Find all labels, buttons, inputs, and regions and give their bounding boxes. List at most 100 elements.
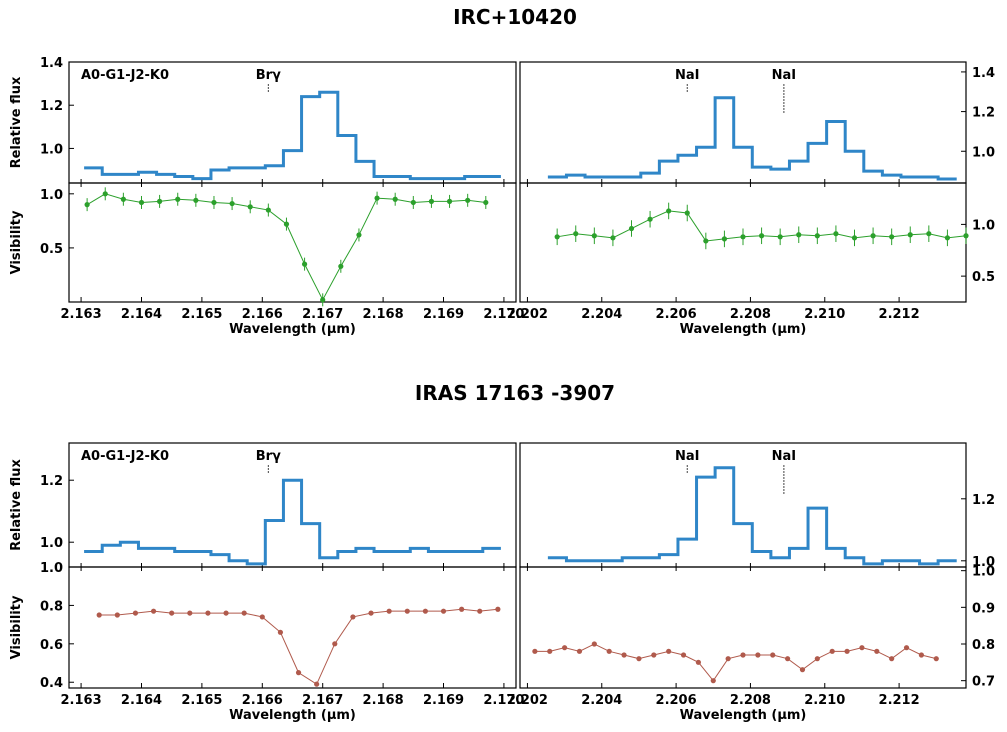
panel-frame bbox=[519, 61, 967, 184]
panel-flux-left: 1.0 1.2 1.4 Relative flux A0-G1-J2-K0 Brγ bbox=[9, 56, 517, 184]
y-tick-label: 0.8 bbox=[40, 599, 63, 614]
visibility-point bbox=[562, 645, 568, 651]
panel-frame bbox=[519, 566, 967, 689]
flux-step-series bbox=[547, 96, 957, 181]
visibility-point bbox=[428, 198, 435, 204]
visibility-series-line bbox=[534, 643, 937, 682]
visibility-point bbox=[591, 641, 597, 647]
panel-frame bbox=[68, 566, 517, 689]
y-tick-label: 1.0 bbox=[972, 145, 995, 160]
visibility-point bbox=[477, 608, 483, 614]
x-tick-label: 2.206 bbox=[656, 693, 697, 708]
x-tick-label: 2.202 bbox=[507, 693, 548, 708]
x-tick-label: 2.166 bbox=[242, 307, 283, 322]
x-tick-label: 2.208 bbox=[730, 307, 771, 322]
visibility-point bbox=[422, 608, 428, 614]
x-tick-label: 2.164 bbox=[121, 307, 162, 322]
visibility-point bbox=[684, 210, 690, 216]
visibility-point bbox=[404, 608, 410, 614]
visibility-point bbox=[621, 652, 627, 658]
x-tick-label: 2.167 bbox=[302, 307, 343, 322]
y-axis-label: Visibility bbox=[9, 210, 24, 274]
x-tick-label: 2.163 bbox=[61, 307, 102, 322]
visibility-point bbox=[844, 648, 850, 654]
line-annotation: NaI bbox=[675, 449, 700, 464]
y-tick-label: 0.7 bbox=[972, 675, 995, 690]
x-tick-label: 2.167 bbox=[302, 693, 343, 708]
chart-title: IRC+10420 bbox=[453, 5, 577, 29]
baseline-legend: A0-G1-J2-K0 bbox=[81, 449, 169, 464]
visibility-point bbox=[651, 652, 657, 658]
visibility-point bbox=[833, 231, 839, 237]
x-tick-label: 2.165 bbox=[181, 307, 222, 322]
x-tick-label: 2.170 bbox=[483, 693, 524, 708]
visibility-point bbox=[465, 197, 471, 203]
y-tick-label: 0.4 bbox=[40, 676, 63, 691]
visibility-point bbox=[283, 221, 290, 227]
y-tick-label: 1.2 bbox=[972, 493, 995, 508]
y-tick-label: 1.2 bbox=[40, 474, 63, 489]
visibility-point bbox=[785, 656, 791, 662]
x-axis-label: Wavelength (μm) bbox=[229, 708, 356, 723]
visibility-point bbox=[721, 236, 728, 242]
line-annotation: NaI bbox=[772, 68, 797, 83]
visibility-point bbox=[102, 191, 108, 197]
y-tick-label: 1.0 bbox=[40, 142, 63, 157]
visibility-point bbox=[680, 652, 687, 658]
y-tick-label: 1.0 bbox=[972, 555, 995, 570]
visibility-point bbox=[386, 608, 392, 614]
x-tick-label: 2.170 bbox=[483, 307, 524, 322]
x-tick-label: 2.210 bbox=[804, 307, 845, 322]
y-tick-label: 0.5 bbox=[40, 242, 63, 257]
visibility-point bbox=[265, 207, 271, 213]
visibility-point bbox=[247, 204, 253, 210]
visibility-point bbox=[874, 648, 880, 654]
visibility-point bbox=[96, 612, 102, 618]
y-axis-label: Relative flux bbox=[9, 458, 24, 550]
y-tick-label: 1.0 bbox=[40, 188, 63, 203]
panel-visibility-right: 0.5 1.0 2.202 2.204 2.206 2.208 2.210 2.212 Wave… bbox=[507, 182, 995, 337]
visibility-point bbox=[532, 648, 538, 654]
visibility-point bbox=[446, 198, 453, 204]
visibility-point bbox=[829, 648, 835, 654]
x-tick-label: 2.202 bbox=[507, 307, 548, 322]
x-tick-label: 2.212 bbox=[879, 307, 920, 322]
visibility-point bbox=[157, 198, 163, 204]
baseline-legend: A0-G1-J2-K0 bbox=[81, 68, 169, 83]
flux-step-series bbox=[84, 90, 501, 181]
x-tick-label: 2.212 bbox=[879, 693, 920, 708]
visibility-point bbox=[301, 261, 308, 267]
visibility-point bbox=[963, 233, 969, 239]
visibility-point bbox=[725, 656, 731, 662]
panel-frame bbox=[519, 442, 967, 568]
x-tick-label: 2.165 bbox=[181, 693, 222, 708]
visibility-point bbox=[740, 234, 746, 240]
visibility-point bbox=[859, 645, 865, 651]
visibility-point bbox=[740, 652, 746, 658]
visibility-point bbox=[314, 681, 320, 687]
line-annotation: NaI bbox=[675, 68, 700, 83]
visibility-point bbox=[770, 652, 776, 658]
visibility-point bbox=[628, 225, 635, 232]
visibility-point bbox=[483, 199, 489, 206]
x-tick-label: 2.164 bbox=[121, 693, 162, 708]
y-tick-label: 0.6 bbox=[40, 638, 63, 653]
y-axis-label: Visibility bbox=[9, 595, 24, 659]
y-tick-label: 1.0 bbox=[40, 536, 63, 551]
visibility-point bbox=[205, 610, 211, 616]
visibility-point bbox=[944, 235, 951, 241]
visibility-point bbox=[138, 199, 145, 206]
y-tick-label: 1.0 bbox=[972, 218, 995, 233]
visibility-point bbox=[758, 233, 765, 239]
visibility-point bbox=[666, 648, 672, 654]
x-tick-label: 2.206 bbox=[656, 307, 697, 322]
line-annotation: Brγ bbox=[256, 68, 281, 83]
visibility-point bbox=[241, 610, 247, 616]
visibility-point bbox=[777, 234, 783, 240]
y-tick-label: 1.4 bbox=[972, 66, 995, 81]
visibility-point bbox=[259, 614, 265, 620]
x-tick-label: 2.210 bbox=[804, 693, 845, 708]
visibility-point bbox=[338, 263, 344, 269]
visibility-point bbox=[796, 232, 802, 238]
visibility-point bbox=[573, 231, 579, 237]
